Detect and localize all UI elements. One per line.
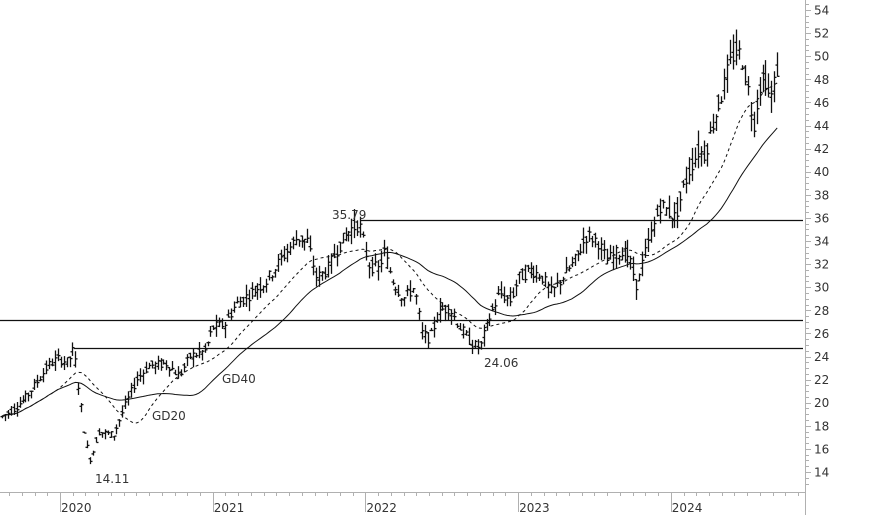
x-axis: 2020 2021 2022 2023 2024 [0,492,805,515]
price-bars [0,29,780,465]
svg-text:2022: 2022 [366,501,397,515]
annotation-low-2020: 14.11 [95,472,129,486]
y-axis: 14 16 18 20 22 24 26 28 30 32 34 36 38 40 42 44 46 48 50 52… [805,0,829,515]
svg-text:26: 26 [814,327,829,341]
annotation-low-2022: 24.06 [484,356,518,370]
svg-text:46: 46 [814,96,829,110]
svg-text:48: 48 [814,73,829,87]
svg-text:28: 28 [814,304,829,318]
gd20-moving-average [1,82,778,424]
svg-text:32: 32 [814,258,829,272]
svg-text:2024: 2024 [672,501,703,515]
svg-text:38: 38 [814,188,829,202]
svg-text:42: 42 [814,142,829,156]
svg-text:2020: 2020 [61,501,92,515]
svg-text:2023: 2023 [519,501,550,515]
svg-text:20: 20 [814,396,829,410]
svg-text:52: 52 [814,27,829,41]
label-gd40: GD40 [222,372,256,386]
annotation-high-2021: 35.79 [332,208,366,222]
svg-text:30: 30 [814,281,829,295]
svg-text:18: 18 [814,419,829,433]
svg-text:40: 40 [814,165,829,179]
svg-text:22: 22 [814,373,829,387]
svg-text:36: 36 [814,211,829,225]
gd40-moving-average [1,127,778,417]
label-gd20: GD20 [152,409,186,423]
svg-text:2021: 2021 [214,501,245,515]
svg-text:14: 14 [814,466,829,480]
svg-text:44: 44 [814,119,829,133]
svg-text:16: 16 [814,442,829,456]
svg-text:50: 50 [814,50,829,64]
svg-text:34: 34 [814,235,829,249]
svg-text:24: 24 [814,350,829,364]
support-resistance-lines [0,219,803,350]
svg-text:54: 54 [814,4,829,18]
